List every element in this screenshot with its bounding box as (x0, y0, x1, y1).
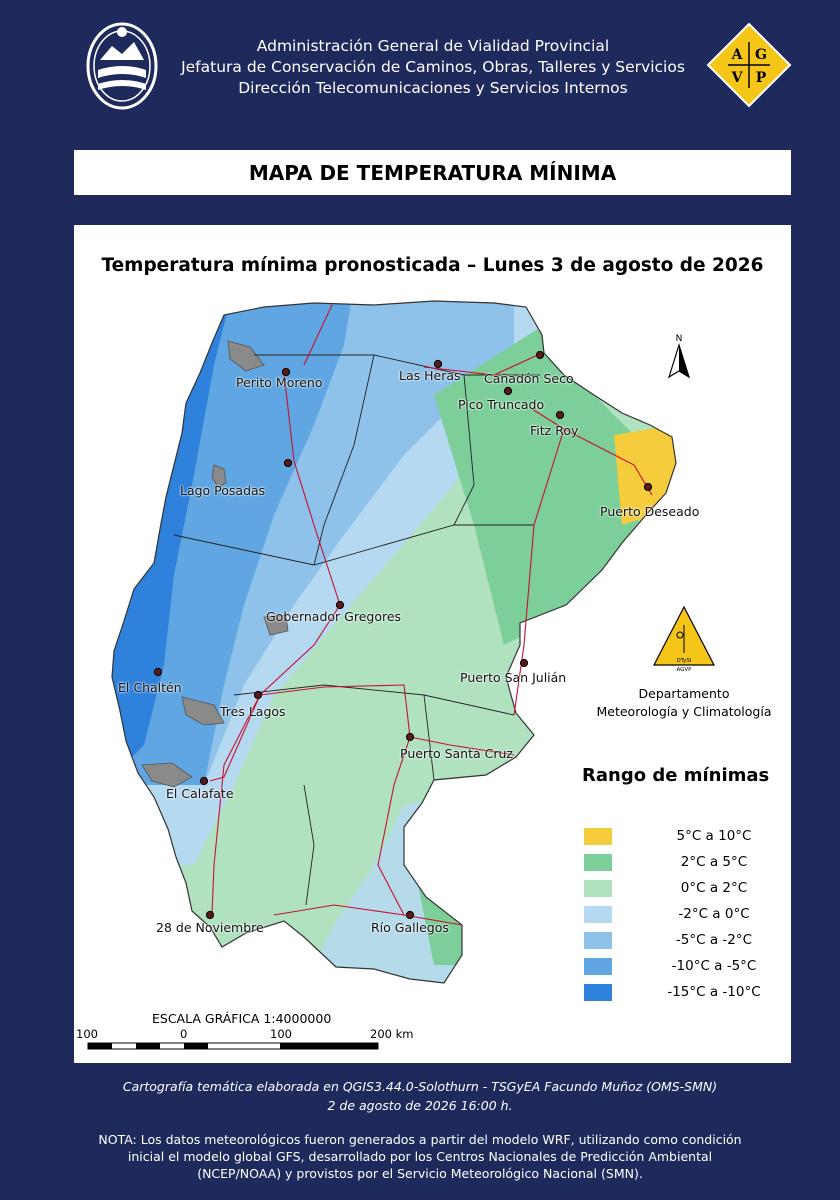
city-label-rio-gallegos: Río Gallegos (371, 920, 449, 935)
city-marker (283, 458, 293, 468)
city-label-perito-moreno: Perito Moreno (236, 375, 323, 390)
city-marker (405, 732, 415, 742)
city-marker (535, 350, 545, 360)
header-text: Administración General de Vialidad Provi… (170, 36, 696, 99)
footer-note: NOTA: Los datos meteorológicos fueron ge… (90, 1131, 750, 1182)
city-marker (519, 658, 529, 668)
legend-label: 2°C a 5°C (680, 854, 748, 870)
city-label-pico-truncado: Pico Truncado (458, 397, 545, 412)
city-label-puerto-deseado: Puerto Deseado (600, 504, 700, 519)
legend-label: 5°C a 10°C (676, 828, 752, 844)
legend-item: -10°C a -5°C (584, 953, 784, 979)
city-label-el-calafate: El Calafate (166, 786, 234, 801)
legend: 5°C a 10°C 2°C a 5°C 0°C a 2°C -2°C a 0°C -5… (584, 823, 784, 1005)
agvp-letter-p: P (756, 70, 767, 86)
legend-title: Rango de mínimas (582, 765, 770, 786)
header-line-2: Jefatura de Conservación de Caminos, Obr… (181, 58, 685, 76)
legend-label: 0°C a 2°C (680, 880, 748, 896)
legend-swatch (584, 957, 612, 975)
lake-viedma (181, 696, 225, 726)
main-title: MAPA DE TEMPERATURA MÍNIMA (74, 150, 791, 195)
header-line-3: Dirección Telecomunicaciones y Servicios… (238, 79, 628, 97)
city-label-tres-lagos: Tres Lagos (220, 704, 286, 719)
legend-item: -5°C a -2°C (584, 927, 784, 953)
department-borders (173, 354, 540, 906)
legend-label: -10°C a -5°C (671, 958, 757, 974)
map-panel: Temperatura mínima pronosticada – Lunes … (74, 225, 791, 1063)
city-marker (335, 600, 345, 610)
scale-tick-4: 200 km (370, 1027, 414, 1041)
city-marker (253, 690, 263, 700)
department-line-1: Departamento (638, 686, 730, 701)
legend-item: 0°C a 2°C (584, 875, 784, 901)
city-label-28-de-noviembre: 28 de Noviembre (156, 920, 264, 935)
city-markers (153, 350, 653, 920)
legend-swatch (584, 853, 612, 871)
legend-label: -5°C a -2°C (675, 932, 753, 948)
agvp-logo: A G V P (706, 22, 792, 108)
credit-line: Cartografía temática elaborada en QGIS3.… (122, 1079, 718, 1094)
city-marker (643, 482, 653, 492)
map-canvas: N DTySI AGVP (87, 300, 715, 1050)
legend-swatch (584, 879, 612, 897)
city-marker (153, 667, 163, 677)
city-label-gobernador-gregores: Gobernador Gregores (266, 609, 402, 624)
city-marker (433, 359, 443, 369)
city-marker (405, 910, 415, 920)
credit-date: 2 de agosto de 2026 16:00 h. (327, 1098, 513, 1113)
map-title: Temperatura mínima pronosticada – Lunes … (101, 255, 764, 276)
city-label-el-chalten: El Chaltén (118, 680, 182, 695)
scale-tick-1: 100 (76, 1027, 98, 1041)
city-marker (205, 910, 215, 920)
province-emblem (86, 22, 158, 110)
legend-swatch (584, 983, 612, 1001)
city-label-puerto-san-julian: Puerto San Julián (460, 670, 567, 685)
city-marker (503, 386, 513, 396)
legend-item: -15°C a -10°C (584, 979, 784, 1005)
note-line-1: NOTA: Los datos meteorológicos fueron ge… (98, 1132, 742, 1147)
north-label: N (676, 334, 683, 344)
city-label-puerto-santa-cruz: Puerto Santa Cruz (400, 746, 513, 761)
note-line-2: inicial el modelo global GFS, desarrolla… (127, 1149, 713, 1164)
dtysi-logo-text-2: AGVP (676, 667, 692, 673)
scale-tick-2: 0 (180, 1027, 188, 1041)
city-label-las-heras: Las Heras (399, 368, 461, 383)
dtysi-logo-text-1: DTySI (676, 658, 691, 664)
city-label-fitz-roy: Fitz Roy (530, 423, 579, 438)
legend-item: 5°C a 10°C (584, 823, 784, 849)
header-line-1: Administración General de Vialidad Provi… (256, 37, 610, 55)
agvp-letter-v: V (731, 70, 744, 86)
lake-argentino (141, 762, 193, 788)
scale-title: ESCALA GRÁFICA 1:4000000 (152, 1011, 332, 1026)
legend-swatch (584, 931, 612, 949)
city-marker (281, 367, 291, 377)
legend-swatch (584, 905, 612, 923)
department-label: Departamento Meteorología y Climatología (574, 685, 791, 721)
province-border (111, 300, 677, 984)
city-label-lago-posadas: Lago Posadas (180, 483, 266, 498)
legend-item: 2°C a 5°C (584, 849, 784, 875)
dtysi-logo: DTySI AGVP (653, 605, 715, 673)
lake-buenos-aires (227, 340, 265, 372)
legend-label: -2°C a 0°C (678, 906, 750, 922)
legend-item: -2°C a 0°C (584, 901, 784, 927)
department-line-2: Meteorología y Climatología (596, 704, 772, 719)
agvp-letter-a: A (731, 47, 744, 63)
road-network (209, 304, 653, 926)
footer-credit: Cartografía temática elaborada en QGIS3.… (0, 1077, 840, 1115)
city-label-canadon-seco: Cañadón Seco (484, 371, 574, 386)
city-marker (199, 776, 209, 786)
lake-cardiel (263, 614, 289, 636)
lakes (141, 340, 289, 788)
scale-bar (87, 1042, 379, 1050)
legend-label: -15°C a -10°C (667, 984, 761, 1000)
lake-posadas (211, 464, 227, 488)
scale-tick-3: 100 (270, 1027, 292, 1041)
agvp-letter-g: G (755, 47, 767, 63)
note-line-3: (NCEP/NOAA) y provistos por el Servicio … (197, 1166, 643, 1181)
north-arrow: N (667, 334, 691, 379)
city-marker (555, 410, 565, 420)
legend-swatch (584, 827, 612, 845)
